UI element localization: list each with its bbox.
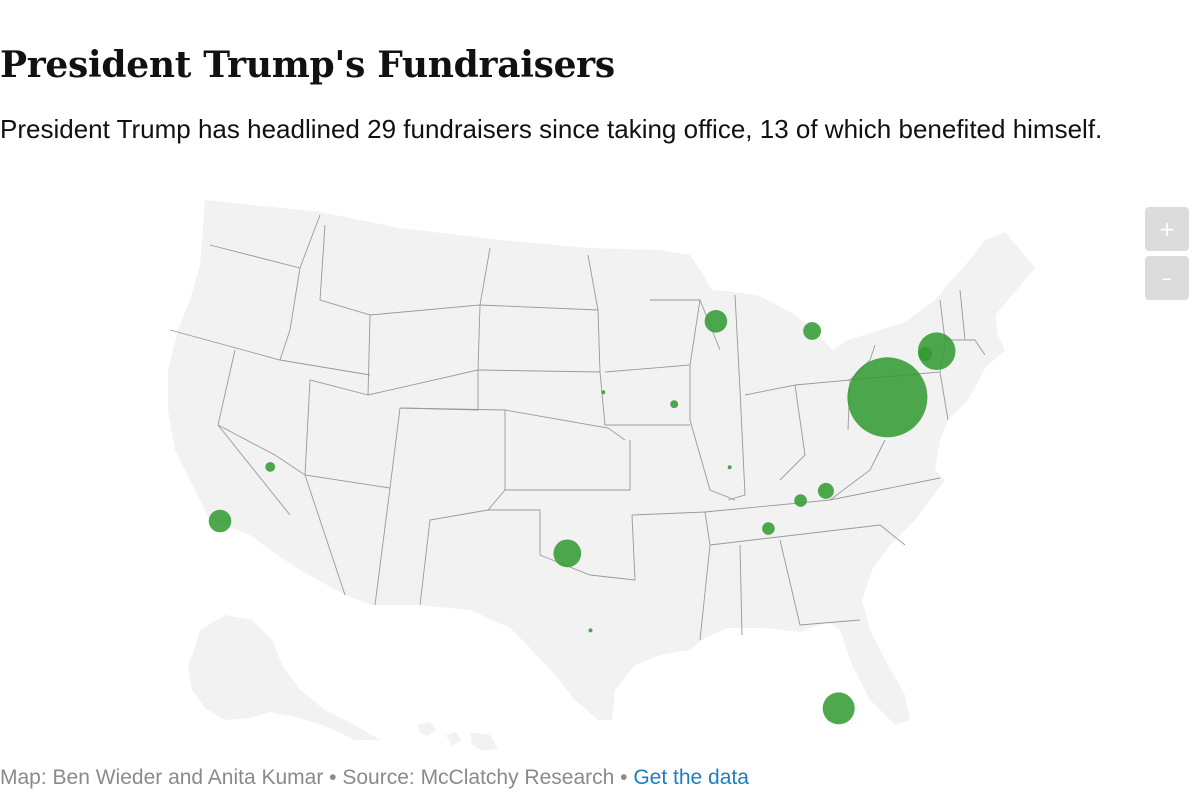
contiguous-us-land xyxy=(168,200,1035,725)
fundraiser-bubble[interactable] xyxy=(817,482,834,499)
page-subtitle: President Trump has headlined 29 fundrai… xyxy=(0,114,1103,144)
hawaii-land-3 xyxy=(470,732,498,750)
fundraiser-bubble[interactable] xyxy=(670,400,679,409)
get-data-link[interactable]: Get the data xyxy=(633,766,749,789)
zoom-in-button[interactable]: + xyxy=(1145,207,1189,251)
fundraiser-bubble[interactable] xyxy=(762,522,775,535)
alaska-land xyxy=(188,615,380,740)
credit-line: Map: Ben Wieder and Anita Kumar • Source… xyxy=(0,764,749,792)
bubble-layer xyxy=(208,310,956,725)
fundraiser-bubble[interactable] xyxy=(208,509,232,533)
fundraiser-bubble[interactable] xyxy=(822,692,855,725)
zoom-out-button[interactable]: – xyxy=(1145,256,1189,300)
us-map[interactable] xyxy=(0,190,1200,750)
hawaii-land xyxy=(418,722,436,736)
fundraiser-bubble[interactable] xyxy=(847,357,928,438)
fundraiser-bubble[interactable] xyxy=(553,539,582,568)
page-title: President Trump's Fundraisers xyxy=(0,44,615,86)
state-borders xyxy=(169,214,986,641)
fundraiser-bubble[interactable] xyxy=(588,628,593,633)
land-layer xyxy=(168,200,1035,750)
fundraiser-bubble[interactable] xyxy=(918,347,933,361)
fundraiser-bubble[interactable] xyxy=(704,310,728,333)
credit-text: Map: Ben Wieder and Anita Kumar • Source… xyxy=(0,766,634,789)
fundraiser-bubble[interactable] xyxy=(601,390,606,395)
hawaii-land-2 xyxy=(446,732,462,746)
fundraiser-bubble[interactable] xyxy=(265,462,276,472)
fundraiser-bubble[interactable] xyxy=(794,494,807,507)
fundraiser-bubble[interactable] xyxy=(803,322,821,340)
fundraiser-bubble[interactable] xyxy=(727,465,732,470)
